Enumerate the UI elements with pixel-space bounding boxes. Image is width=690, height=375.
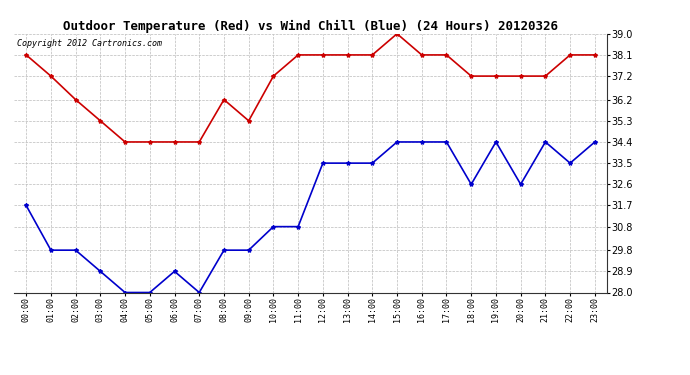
Text: Copyright 2012 Cartronics.com: Copyright 2012 Cartronics.com — [17, 39, 161, 48]
Title: Outdoor Temperature (Red) vs Wind Chill (Blue) (24 Hours) 20120326: Outdoor Temperature (Red) vs Wind Chill … — [63, 20, 558, 33]
